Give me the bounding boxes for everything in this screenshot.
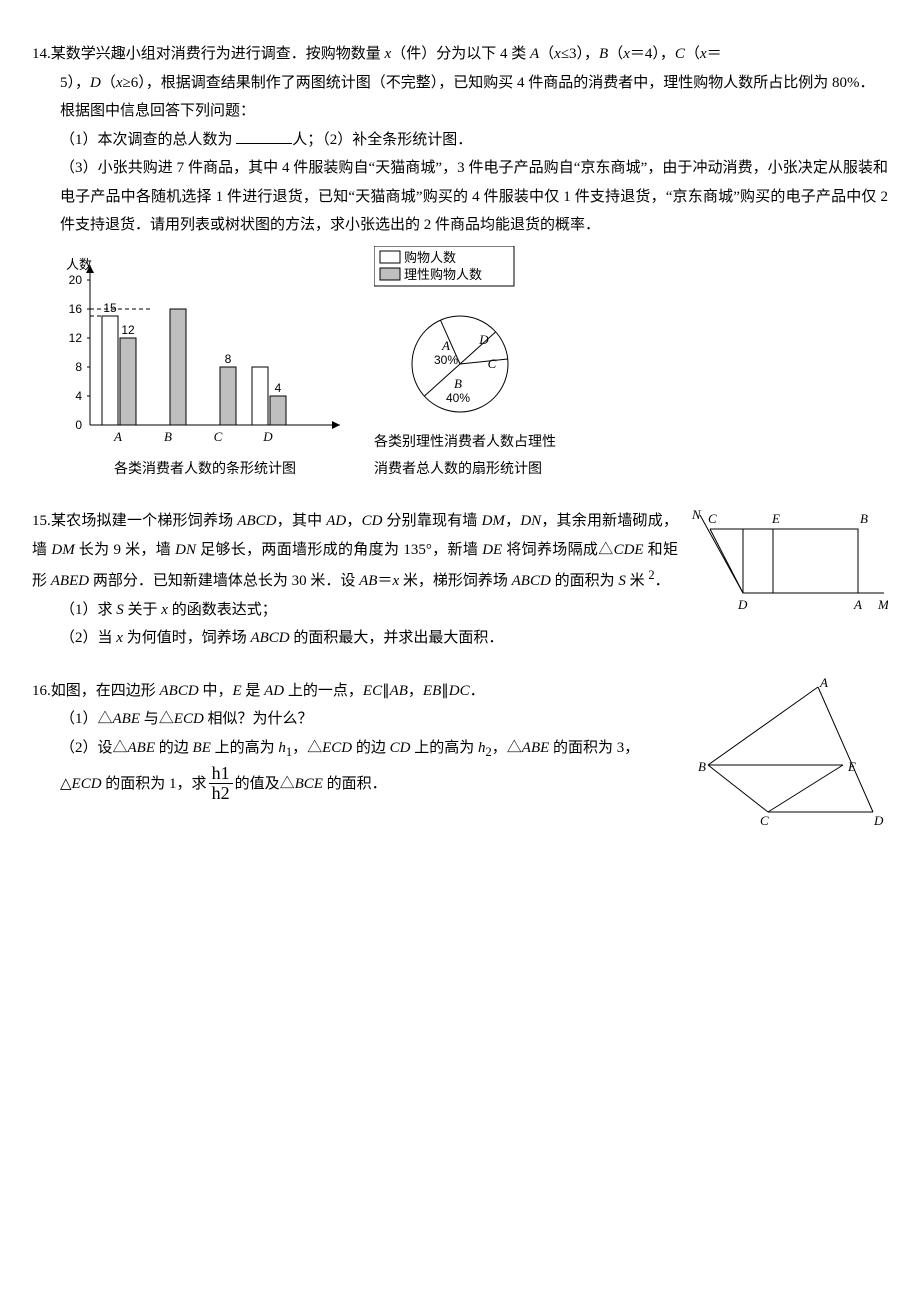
q16-C: C	[760, 813, 769, 827]
line-AD	[818, 687, 873, 812]
bar-A-total	[102, 316, 118, 425]
problem-16: A B E C D 16.如图，在四边形 ABCD 中，E 是 AD 上的一点，…	[32, 677, 888, 827]
val-A-total: 15	[103, 301, 117, 315]
q16-A: A	[819, 677, 828, 690]
line-BC	[708, 765, 768, 812]
q15-figure: N C E B D A M	[688, 507, 888, 617]
label-C: C	[708, 511, 717, 526]
bar-chart-svg: 人数 0 4 8 12 16 20	[60, 255, 350, 455]
cat-D: D	[262, 429, 273, 444]
val-C-rat: 8	[225, 352, 232, 366]
rect-ABED	[743, 529, 858, 593]
q16-E: E	[847, 759, 856, 774]
ytick-8: 8	[75, 360, 82, 374]
cat-B: B	[164, 429, 172, 444]
frac-num: h1	[209, 764, 233, 784]
q14-text-1b: 5），D（x≥6），根据调查结果制作了两图统计图（不完整），已知购买 4 件商品…	[32, 69, 888, 98]
line-CE	[768, 765, 843, 812]
blank-input[interactable]	[236, 130, 292, 144]
q15-number: 15.	[32, 513, 51, 529]
pie-A-pct: 30%	[434, 353, 458, 367]
right-chart-col: 购物人数 理性购物人数 A 30% D C	[374, 246, 556, 484]
q14-s1a: （1）本次调查的总人数为	[60, 132, 236, 148]
ytick-4: 4	[75, 389, 82, 403]
label-D: D	[737, 597, 748, 612]
y-axis-label: 人数	[66, 257, 92, 272]
val-D-rat: 4	[275, 381, 282, 395]
line-CD	[710, 529, 743, 593]
q14-text-2: 根据图中信息回答下列问题：	[32, 97, 888, 126]
bar-D-rational	[270, 396, 286, 425]
pie-cap-1: 各类别理性消费者人数占理性	[374, 430, 556, 457]
bar-C-rational	[220, 367, 236, 425]
label-B: B	[860, 511, 868, 526]
q16-figure: A B E C D	[698, 677, 888, 827]
x-arrow	[332, 421, 340, 429]
fraction-h1-h2: h1 h2	[209, 764, 233, 803]
val-A-rat: 12	[121, 323, 135, 337]
q14-s1b: 人；（2）补全条形统计图．	[292, 132, 472, 148]
bar-D-total	[252, 367, 268, 425]
pie-A: A	[441, 338, 450, 353]
problem-15: N C E B D A M 15.某农场拟建一个梯形饲养场 ABCD，其中 AD…	[32, 507, 888, 653]
q16-number: 16.	[32, 683, 51, 699]
pie-cap-2: 消费者总人数的扇形统计图	[374, 457, 556, 484]
charts-row: 人数 0 4 8 12 16 20	[60, 246, 888, 484]
pie-D: D	[478, 332, 489, 347]
legend: 购物人数 理性购物人数	[374, 246, 519, 292]
ytick-0: 0	[75, 418, 82, 432]
label-E: E	[771, 511, 780, 526]
label-M: M	[877, 597, 888, 612]
pie-B: B	[454, 376, 462, 391]
q14-sub-3: （3）小张共购进 7 件商品，其中 4 件服装购自“天猫商城”，3 件电子产品购…	[32, 154, 888, 240]
ytick-20: 20	[69, 273, 83, 287]
bar-B-rational	[170, 309, 186, 425]
bar-A-rational	[120, 338, 136, 425]
pie-C: C	[488, 356, 497, 371]
pie-caption: 各类别理性消费者人数占理性 消费者总人数的扇形统计图	[374, 430, 556, 483]
q16-text-1: 如图，在四边形 ABCD 中，E 是 AD 上的一点，EC∥AB，EB∥DC．	[51, 683, 485, 699]
legend-swatch-1	[380, 251, 400, 263]
pie-svg: A 30% D C B 40%	[380, 302, 550, 428]
cat-A: A	[113, 429, 122, 444]
q14-number: 14.	[32, 46, 51, 62]
ytick-12: 12	[69, 331, 83, 345]
legend-label-2: 理性购物人数	[404, 267, 482, 282]
y-ticks: 0 4 8 12 16 20	[69, 273, 90, 432]
q15-text-1: 某农场拟建一个梯形饲养场 ABCD，其中 AD，CD 分别靠现有墙 DM，DN，…	[32, 513, 678, 589]
pie-chart: A 30% D C B 40% 各类别理性消费者人数占理性 消费者总人数的扇形统…	[374, 302, 556, 483]
bar-chart: 人数 0 4 8 12 16 20	[60, 255, 350, 484]
q16-sub-3: △ECD 的面积为 1，求 h1 h2 的值及△BCE 的面积．	[32, 764, 688, 803]
q14-sub-1-2: （1）本次调查的总人数为 人；（2）补全条形统计图．	[32, 126, 888, 155]
label-A: A	[853, 597, 862, 612]
q14-text-1: 某数学兴趣小组对消费行为进行调查．按购物数量 x（件）分为以下 4 类 A（x≤…	[51, 46, 722, 62]
frac-den: h2	[209, 784, 233, 803]
label-N: N	[691, 507, 702, 522]
legend-swatch-2	[380, 268, 400, 280]
line-AB	[708, 687, 818, 765]
cat-C: C	[214, 429, 223, 444]
pie-B-pct: 40%	[446, 391, 470, 405]
q15-sub-2: （2）当 x 为何值时，饲养场 ABCD 的面积最大，并求出最大面积．	[32, 624, 888, 653]
legend-label-1: 购物人数	[404, 250, 456, 265]
problem-14: 14.某数学兴趣小组对消费行为进行调查．按购物数量 x（件）分为以下 4 类 A…	[32, 40, 888, 483]
ytick-16: 16	[69, 302, 83, 316]
bar-caption: 各类消费者人数的条形统计图	[114, 457, 296, 484]
q16-D: D	[873, 813, 884, 827]
q16-B: B	[698, 759, 706, 774]
